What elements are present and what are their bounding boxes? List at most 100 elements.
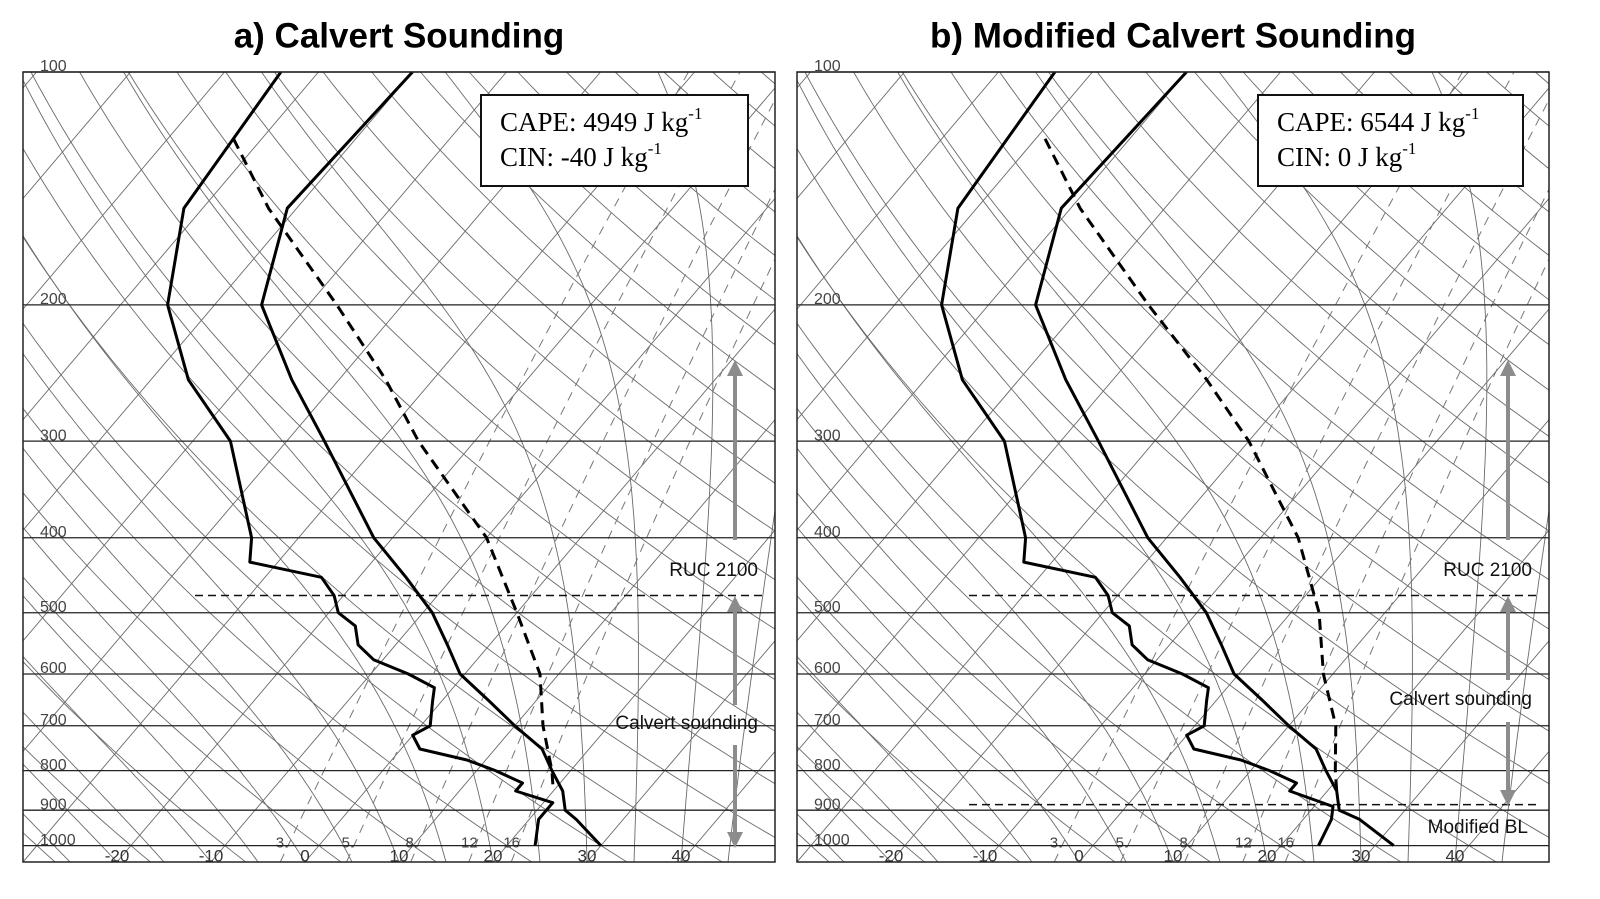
moist-adiabat [1219,72,1412,862]
annotation: Calvert sounding [615,713,758,734]
moist-adiabat [0,72,117,862]
moist-adiabat [124,72,540,862]
dry-adiabat [761,72,1600,862]
y-tick-label: 900 [40,796,67,813]
y-tick-label: 300 [814,427,841,444]
annotation: Calvert sounding [1389,689,1532,710]
y-tick-label: 700 [814,712,841,729]
dry-adiabat [713,72,1600,862]
sounding-line [942,72,1333,846]
isotherm [1267,72,1600,862]
y-tick-label: 400 [814,524,841,541]
moist-adiabat [473,72,985,862]
mixing-ratio-label: 3. [276,835,289,852]
info-text-main: CAPE: 4949 J kg [500,107,688,137]
info-text-exponent: -1 [1465,104,1479,123]
y-tick-label: 300 [40,427,67,444]
dry-adiabat [810,72,1600,862]
y-tick-label: 800 [814,757,841,774]
dry-adiabat [615,72,1600,862]
isotherm [0,72,131,862]
y-tick-label: 400 [40,524,67,541]
info-text-exponent: -1 [1402,139,1416,158]
dry-adiabat [1292,72,1600,862]
moist-adiabat [262,72,588,862]
info-text: CAPE: 6544 J kg-1 [1277,104,1479,137]
dry-adiabat [1200,72,1600,862]
dry-adiabat [1097,72,1600,862]
mixing-ratio-label: 16 [503,835,520,852]
moist-adiabat [445,72,638,862]
info-text-main: CIN: 0 J kg [1277,142,1402,172]
isotherm [681,72,1353,862]
dry-adiabat [1389,72,1600,862]
dry-adiabat [1584,72,1600,862]
plot-frame [23,72,775,862]
dry-adiabat [1535,72,1600,862]
y-tick-label: 600 [40,660,67,677]
dry-adiabat [80,72,1009,862]
moist-adiabat [592,72,1126,862]
y-tick-label: 600 [814,660,841,677]
dry-adiabat [0,72,532,862]
y-tick-label: 500 [40,599,67,616]
sounding-line [168,72,553,846]
mixing-ratio-line [1285,72,1600,862]
annotation: RUC 2100 [1443,560,1532,581]
moist-adiabat [547,72,1079,862]
y-tick-label: 1000 [814,832,850,849]
moist-adiabat [1036,72,1362,862]
mixing-ratio-line [469,72,834,862]
mixing-ratio-line [280,72,688,862]
moist-adiabat [442,72,938,862]
dry-adiabat [756,72,1591,862]
dry-adiabat [1151,72,1600,862]
y-tick-label: 200 [814,291,841,308]
moist-adiabat [658,72,713,862]
dry-adiabat [1243,72,1600,862]
annotation: RUC 2100 [669,560,758,581]
dry-adiabat [274,72,1389,862]
sounding-line [1045,139,1337,791]
dry-adiabat [1146,72,1600,862]
isotherm [0,72,37,862]
dry-adiabat [708,72,1497,862]
dry-adiabat [518,72,1600,862]
moist-adiabat [1549,72,1600,862]
dry-adiabat [226,72,1295,862]
info-text: CIN: -40 J kg-1 [500,139,662,172]
moist-adiabat [898,72,1314,862]
moist-adiabat [0,72,23,862]
y-tick-label: 700 [40,712,67,729]
dry-adiabat [902,72,1600,862]
info-text: CIN: 0 J kg-1 [1277,139,1416,172]
moist-adiabat [19,72,493,862]
y-tick-label: 200 [40,291,67,308]
dry-adiabat [0,72,722,862]
mixing-ratio-label: 3. [1050,835,1063,852]
dry-adiabat [610,72,1305,862]
moist-adiabat [0,72,258,862]
mixing-ratio-line [1243,72,1600,862]
y-tick-label: 500 [814,599,841,616]
isotherm [0,72,507,862]
isotherm [1173,72,1600,862]
mixing-ratio-label: 12 [461,835,478,852]
plot-area [139,72,1600,862]
moist-adiabat [413,72,891,862]
isotherm [1549,72,1600,862]
dry-adiabat [0,72,55,862]
soundings [942,72,1394,846]
annotation: Modified BL [1428,817,1528,838]
info-text-exponent: -1 [648,139,662,158]
plot-frame [797,72,1549,862]
dry-adiabat [659,72,1401,862]
isotherm [1455,72,1600,862]
dry-adiabat [1048,72,1600,862]
info-text-exponent: -1 [688,104,702,123]
mixing-ratio-line [1054,72,1462,862]
dry-adiabat [805,72,1600,862]
y-tick-label: 800 [40,757,67,774]
sounding-line [234,139,554,791]
info-text-main: CIN: -40 J kg [500,142,648,172]
